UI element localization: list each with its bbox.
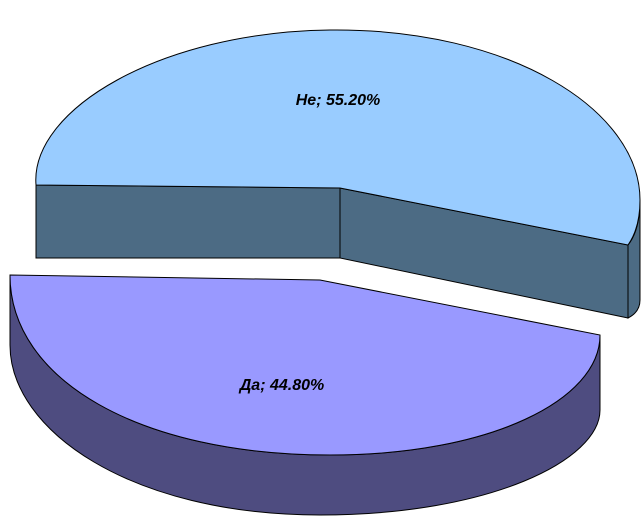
slice-label-ne: Не; 55.20%	[296, 92, 381, 109]
slice-label-da: Да; 44.80%	[238, 377, 325, 394]
slice-group-ne: Не; 55.20%	[35, 29, 641, 319]
slice-side-ne	[35, 184, 341, 259]
slice-group-da: Да; 44.80%	[9, 274, 601, 516]
slice-top-da	[9, 274, 601, 456]
slice-top-ne	[35, 29, 641, 246]
